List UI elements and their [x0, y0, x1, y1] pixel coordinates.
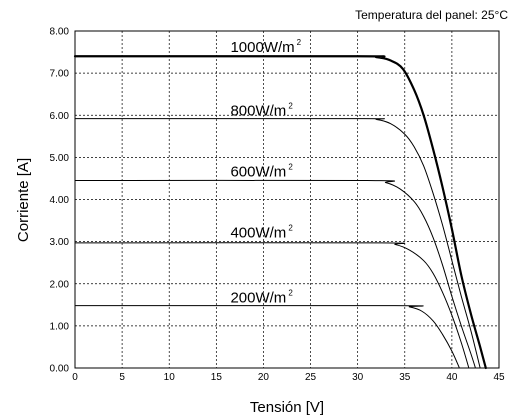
y-tick-label: 2.00: [50, 279, 70, 290]
series-line-1: [73, 55, 487, 370]
temperature-annotation: Temperatura del panel: 25°C: [355, 8, 508, 22]
series-label-superscript: 2: [288, 101, 293, 110]
series-line-2: [74, 118, 481, 369]
plot-frame: [74, 30, 500, 369]
series-line-5: [74, 305, 460, 369]
y-axis-title: Corriente [A]: [15, 158, 32, 242]
y-tick-label: 5.00: [50, 153, 70, 164]
series-label-3: 600W/m 2: [230, 162, 293, 180]
series-group: [73, 55, 487, 370]
y-tick-label: 3.00: [50, 237, 70, 248]
series-label-text: 200W/m: [230, 290, 286, 307]
series-label-superscript: 2: [297, 38, 302, 47]
series-line-4: [74, 242, 470, 369]
grid: [75, 31, 499, 368]
series-label-text: 800W/m: [230, 102, 286, 119]
series-label-1: 1000W/m 2: [230, 38, 301, 56]
series-label-2: 800W/m 2: [230, 101, 293, 119]
y-tick-label: 6.00: [50, 111, 70, 122]
x-tick-label: 10: [164, 372, 176, 383]
series-label-superscript: 2: [288, 223, 293, 232]
series-label-text: 600W/m: [230, 163, 286, 180]
axis-ticks: 0 5 10 15 20 25 30 35 40 45 0.00 1.00 2.00 3.00 4.00 5.…: [50, 27, 505, 384]
series-label-superscript: 2: [288, 289, 293, 298]
x-tick-label: 25: [305, 372, 317, 383]
series-label-4: 400W/m 2: [230, 223, 293, 241]
x-tick-label: 5: [119, 372, 125, 383]
x-tick-label: 40: [446, 372, 458, 383]
x-tick-label: 15: [211, 372, 223, 383]
series-line-3: [74, 179, 476, 369]
series-label-text: 1000W/m: [230, 39, 294, 56]
y-tick-label: 7.00: [50, 69, 70, 80]
series-label-superscript: 2: [288, 162, 293, 171]
y-tick-label: 8.00: [50, 27, 70, 38]
y-tick-label: 4.00: [50, 195, 70, 206]
series-label-text: 400W/m: [230, 224, 286, 241]
x-tick-label: 20: [258, 372, 270, 383]
x-tick-label: 45: [493, 372, 505, 383]
y-tick-label: 1.00: [50, 321, 70, 332]
x-tick-label: 35: [399, 372, 411, 383]
series-label-5: 200W/m 2: [230, 289, 293, 307]
y-tick-label: 0.00: [50, 364, 70, 375]
x-axis-title: Tensión [V]: [250, 399, 324, 416]
x-tick-label: 0: [72, 372, 78, 383]
x-tick-label: 30: [352, 372, 364, 383]
